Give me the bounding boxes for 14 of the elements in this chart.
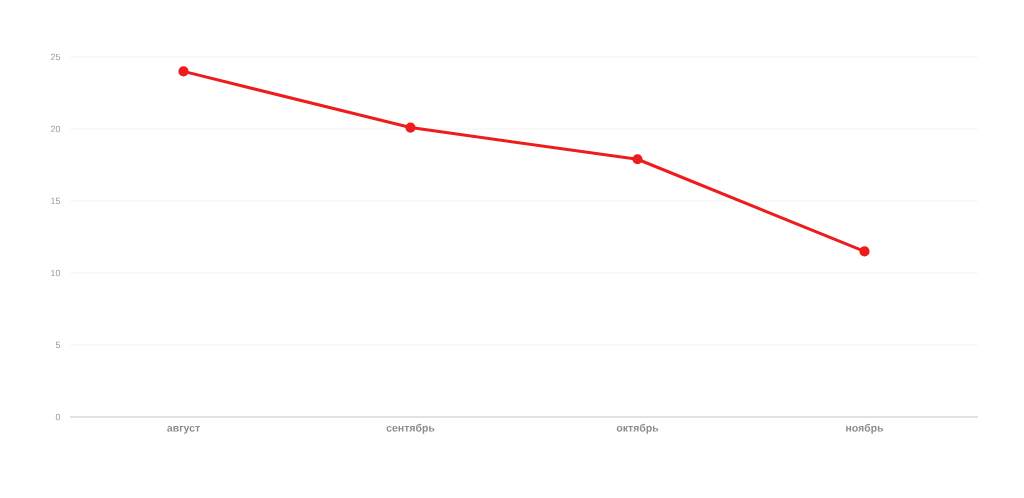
point xyxy=(178,66,189,77)
y-tick-label: 0 xyxy=(55,413,61,421)
x-tick-label: сентябрь xyxy=(386,423,435,434)
y-tick-label: 25 xyxy=(50,53,61,61)
y-tick-label: 5 xyxy=(55,341,61,349)
point xyxy=(632,154,643,165)
y-tick-label: 20 xyxy=(50,125,61,133)
y-tick-label: 10 xyxy=(51,269,61,277)
x-tick-label: ноябрь xyxy=(846,423,884,434)
y-tick-label: 15 xyxy=(51,197,61,205)
x-tick-label: октябрь xyxy=(616,423,659,434)
point xyxy=(405,122,416,133)
x-tick-label: август xyxy=(167,425,200,434)
point xyxy=(859,246,870,257)
